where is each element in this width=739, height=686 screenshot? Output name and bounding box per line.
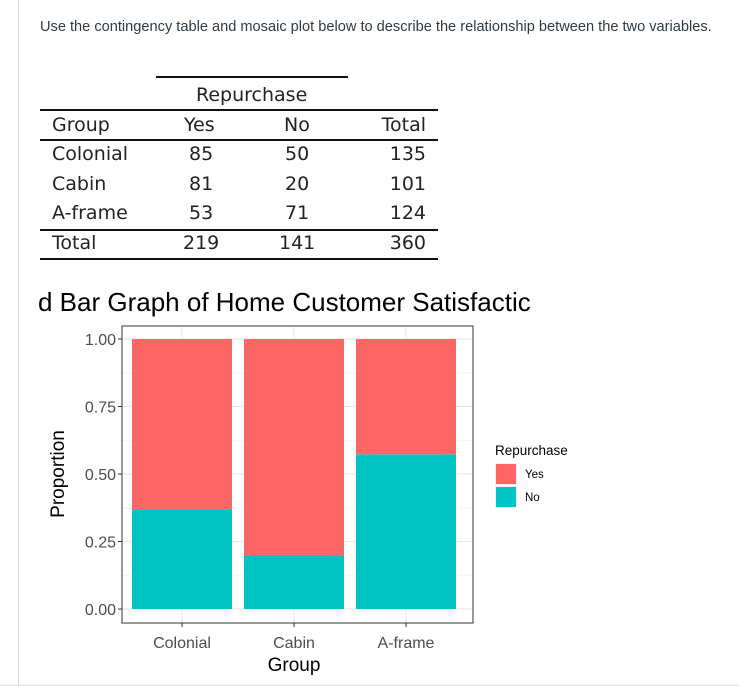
question-prompt: Use the contingency table and mosaic plo… bbox=[40, 19, 712, 35]
spanner-rule bbox=[156, 76, 348, 78]
bar-aframe-no bbox=[356, 454, 456, 609]
contingency-table: Repurchase Group Yes No Total Colonial 8… bbox=[40, 76, 438, 260]
bar-cabin-yes bbox=[244, 339, 344, 556]
bar-cabin-no bbox=[244, 555, 344, 609]
spanner-label: Repurchase bbox=[196, 84, 308, 106]
row-cabin-group: Cabin bbox=[52, 173, 107, 195]
total-row-no: 141 bbox=[279, 232, 316, 254]
legend-label-yes: Yes bbox=[525, 469, 544, 481]
bar-aframe-yes bbox=[356, 339, 456, 455]
bar-colonial-no bbox=[132, 509, 232, 609]
table-bottom-rule bbox=[40, 258, 438, 260]
header-bottom-rule bbox=[40, 139, 438, 141]
header-total: Total bbox=[381, 114, 426, 136]
x-tick-label: Colonial bbox=[153, 635, 211, 652]
bar-colonial-yes bbox=[132, 339, 232, 510]
x-tick-label: Cabin bbox=[273, 635, 315, 652]
total-row-label: Total bbox=[52, 232, 97, 254]
row-colonial-group: Colonial bbox=[52, 143, 129, 165]
row-aframe-group: A-frame bbox=[52, 202, 128, 224]
chart-title: d Bar Graph of Home Customer Satisfactic bbox=[38, 287, 531, 317]
y-tick-label: 0.75 bbox=[85, 400, 116, 417]
header-top-rule bbox=[40, 109, 438, 111]
legend-key-no bbox=[496, 487, 516, 507]
header-group: Group bbox=[52, 114, 110, 136]
row-aframe-no: 71 bbox=[285, 202, 310, 224]
y-tick-label: 1.00 bbox=[85, 332, 116, 349]
y-tick-label: 0.00 bbox=[85, 602, 116, 619]
y-tick-label: 0.50 bbox=[85, 467, 116, 484]
total-row-yes: 219 bbox=[183, 232, 220, 254]
content-left-border bbox=[18, 0, 19, 686]
x-tick-label: A-frame bbox=[378, 635, 435, 652]
row-colonial-yes: 85 bbox=[189, 143, 214, 165]
row-colonial-no: 50 bbox=[285, 143, 310, 165]
row-colonial-total: 135 bbox=[389, 143, 426, 165]
header-yes: Yes bbox=[184, 114, 215, 136]
legend-title: Repurchase bbox=[495, 443, 568, 458]
total-top-rule bbox=[40, 229, 438, 231]
y-axis-title: Proportion bbox=[48, 430, 69, 518]
legend-label-no: No bbox=[525, 492, 540, 504]
row-cabin-total: 101 bbox=[389, 173, 426, 195]
row-cabin-no: 20 bbox=[285, 173, 310, 195]
total-row-total: 360 bbox=[389, 232, 426, 254]
header-no: No bbox=[284, 114, 310, 136]
y-tick-label: 0.25 bbox=[85, 535, 116, 552]
row-aframe-total: 124 bbox=[389, 202, 426, 224]
legend-key-yes bbox=[496, 464, 516, 484]
row-aframe-yes: 53 bbox=[189, 202, 214, 224]
row-cabin-yes: 81 bbox=[189, 173, 214, 195]
x-axis-title: Group bbox=[268, 655, 321, 676]
